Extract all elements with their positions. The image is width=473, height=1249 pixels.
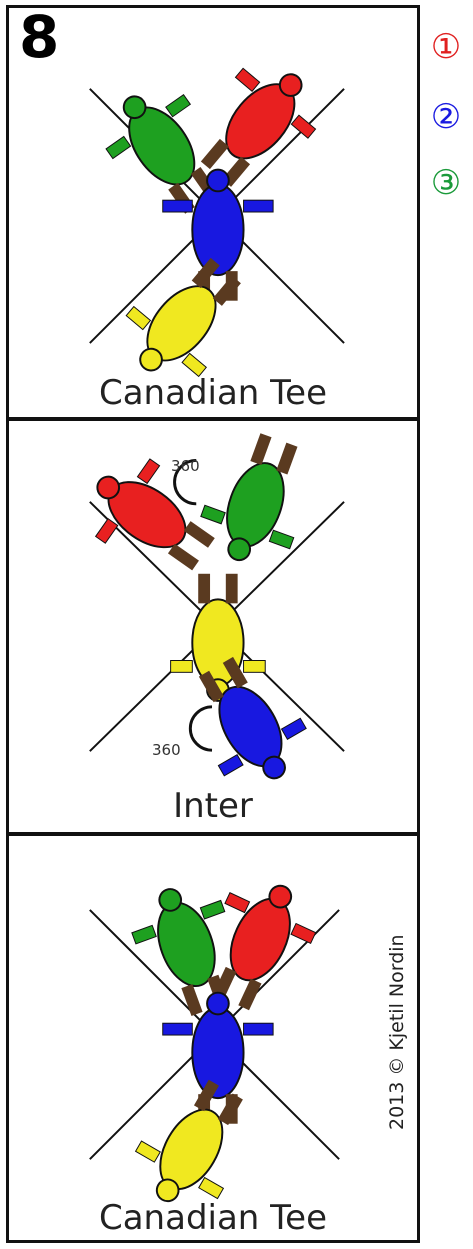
jumper-green — [200, 433, 298, 562]
formation-diagram-3 — [89, 884, 340, 1203]
jumper-red — [213, 884, 317, 1011]
legend-3: ③ — [430, 163, 462, 203]
formation-diagram-1 — [89, 67, 345, 378]
jumper-yellow — [125, 257, 241, 378]
panel-canadian-tee-1: 8 Canadian Tee — [6, 5, 420, 420]
jumper-yellow — [134, 1079, 243, 1203]
caption-canadian-tee-2: Canadian Tee — [98, 1198, 327, 1238]
rotation-label-2: 360 — [152, 741, 181, 759]
caption-canadian-tee-1: Canadian Tee — [98, 373, 327, 413]
panel-canadian-tee-2: Canadian Tee — [6, 833, 420, 1243]
jumper-blue — [162, 991, 274, 1124]
formation-diagram-2 — [89, 433, 345, 780]
panel-inter: 360 360 Inter — [6, 418, 420, 835]
jumper-green — [131, 888, 229, 1016]
copyright-text: 2013 © Kjetil Nordin — [386, 934, 408, 1130]
legend-2: ② — [430, 97, 462, 137]
jumper-red — [94, 458, 215, 571]
formation-number: 8 — [19, 5, 60, 71]
caption-inter: Inter — [173, 786, 253, 826]
rotation-label-1: 360 — [171, 457, 200, 475]
legend-1: ① — [430, 27, 462, 67]
jumper-blue — [198, 656, 307, 780]
jumper-red — [200, 67, 317, 187]
